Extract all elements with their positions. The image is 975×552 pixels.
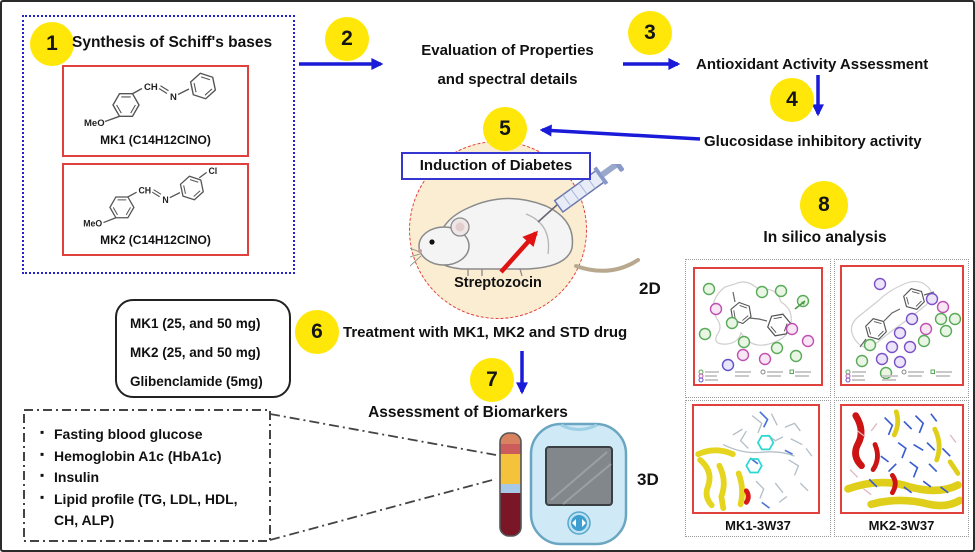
step-4-number: 4 xyxy=(786,88,798,111)
mk2-3d-docking-render xyxy=(844,409,962,510)
mk2-2d-interaction-diagram xyxy=(845,277,962,383)
treatment-doses-box: MK1 (25, and 50 mg) MK2 (25, and 50 mg) … xyxy=(115,299,291,398)
step-1-number: 1 xyxy=(46,32,58,55)
step-6-number: 6 xyxy=(311,320,323,343)
step-2-line2: and spectral details xyxy=(437,71,578,88)
mk2-n-label: N xyxy=(162,195,168,205)
mk2-structure-card: MeO CH N Cl MK2 (C14H12ClNO) xyxy=(62,163,249,256)
step-6-badge: 6 xyxy=(295,310,339,354)
step-1-title: Synthesis of Schiff's bases xyxy=(72,34,273,51)
mk2-ch-label: CH xyxy=(138,186,151,196)
step-3-badge: 3 xyxy=(628,11,672,55)
mk1-meo-label: MeO xyxy=(84,118,105,129)
biomarker-list-box: Fasting blood glucose Hemoglobin A1c (Hb… xyxy=(24,410,270,541)
mk1-caption: MK1 (C14H12ClNO) xyxy=(100,133,211,147)
mk1-ch-label: CH xyxy=(144,82,158,93)
mk1-structure-card: MeO CH N MK1 (C14H12ClNO) xyxy=(62,65,249,157)
treatment-line-mk1: MK1 (25, and 50 mg) xyxy=(130,316,261,331)
biomarker-item: Lipid profile (TG, LDL, HDL, CH, ALP) xyxy=(40,489,264,530)
step-1-badge: 1 xyxy=(30,22,74,66)
step-6-title: Treatment with MK1, MK2 and STD drug xyxy=(343,324,628,341)
biomarker-list: Fasting blood glucose Hemoglobin A1c (Hb… xyxy=(24,410,270,531)
mk2-3w37-caption: MK2-3W37 xyxy=(868,518,935,533)
panel-3d-mk1 xyxy=(692,404,820,514)
callout-line-bottom xyxy=(269,478,497,541)
step-2-line1: Evaluation of Properties xyxy=(421,42,594,59)
label-3d: 3D xyxy=(637,470,659,489)
panel-2d-mk1 xyxy=(693,267,823,386)
biomarker-item: Fasting blood glucose xyxy=(40,424,264,445)
biomarker-item: Hemoglobin A1c (HbA1c) xyxy=(40,446,264,467)
panel-2d-mk2 xyxy=(840,265,964,386)
step-2-number: 2 xyxy=(341,27,353,50)
step-2-title: Evaluation of Properties and spectral de… xyxy=(405,36,610,94)
mk1-n-label: N xyxy=(170,92,177,103)
mk2-cl-label: Cl xyxy=(208,166,217,176)
step-7-title: Assessment of Biomarkers xyxy=(368,404,568,421)
mk2-structure-drawing: MeO CH N Cl xyxy=(83,166,217,229)
step-3-title: Antioxidant Activity Assessment xyxy=(696,56,929,73)
step-8-badge: 8 xyxy=(800,181,848,229)
step-7-badge: 7 xyxy=(470,358,514,402)
treatment-line-glibenclamide: Glibenclamide (5mg) xyxy=(130,374,263,389)
mk1-2d-interaction-diagram xyxy=(698,281,815,383)
treatment-line-mk2: MK2 (25, and 50 mg) xyxy=(130,345,261,360)
arrow-step4-to-step5 xyxy=(539,124,701,141)
label-2d: 2D xyxy=(639,279,661,298)
panel-3d-mk2 xyxy=(840,404,964,514)
mk1-structure-drawing: MeO CH N xyxy=(84,70,220,129)
induction-of-diabetes-box: Induction of Diabetes xyxy=(401,152,591,180)
step-8-number: 8 xyxy=(818,193,830,216)
step-7-number: 7 xyxy=(486,368,498,391)
step-4-title: Glucosidase inhibitory activity xyxy=(704,133,922,150)
mk1-3w37-caption: MK1-3W37 xyxy=(725,518,791,533)
mk1-3d-docking-render xyxy=(695,411,813,512)
synthesis-box xyxy=(22,15,295,274)
step-5-badge: 5 xyxy=(483,107,527,151)
step-5-number: 5 xyxy=(499,117,511,140)
biomarker-item: Insulin xyxy=(40,467,264,488)
step-3-number: 3 xyxy=(644,21,656,44)
glucometer-illustration xyxy=(499,422,628,546)
streptozocin-label: Streptozocin xyxy=(454,275,542,291)
step-2-badge: 2 xyxy=(325,17,369,61)
mk2-meo-label: MeO xyxy=(83,219,102,229)
mk2-caption: MK2 (C14H12ClNO) xyxy=(100,233,211,247)
step-8-title: In silico analysis xyxy=(763,229,887,246)
step-4-badge: 4 xyxy=(770,78,814,122)
